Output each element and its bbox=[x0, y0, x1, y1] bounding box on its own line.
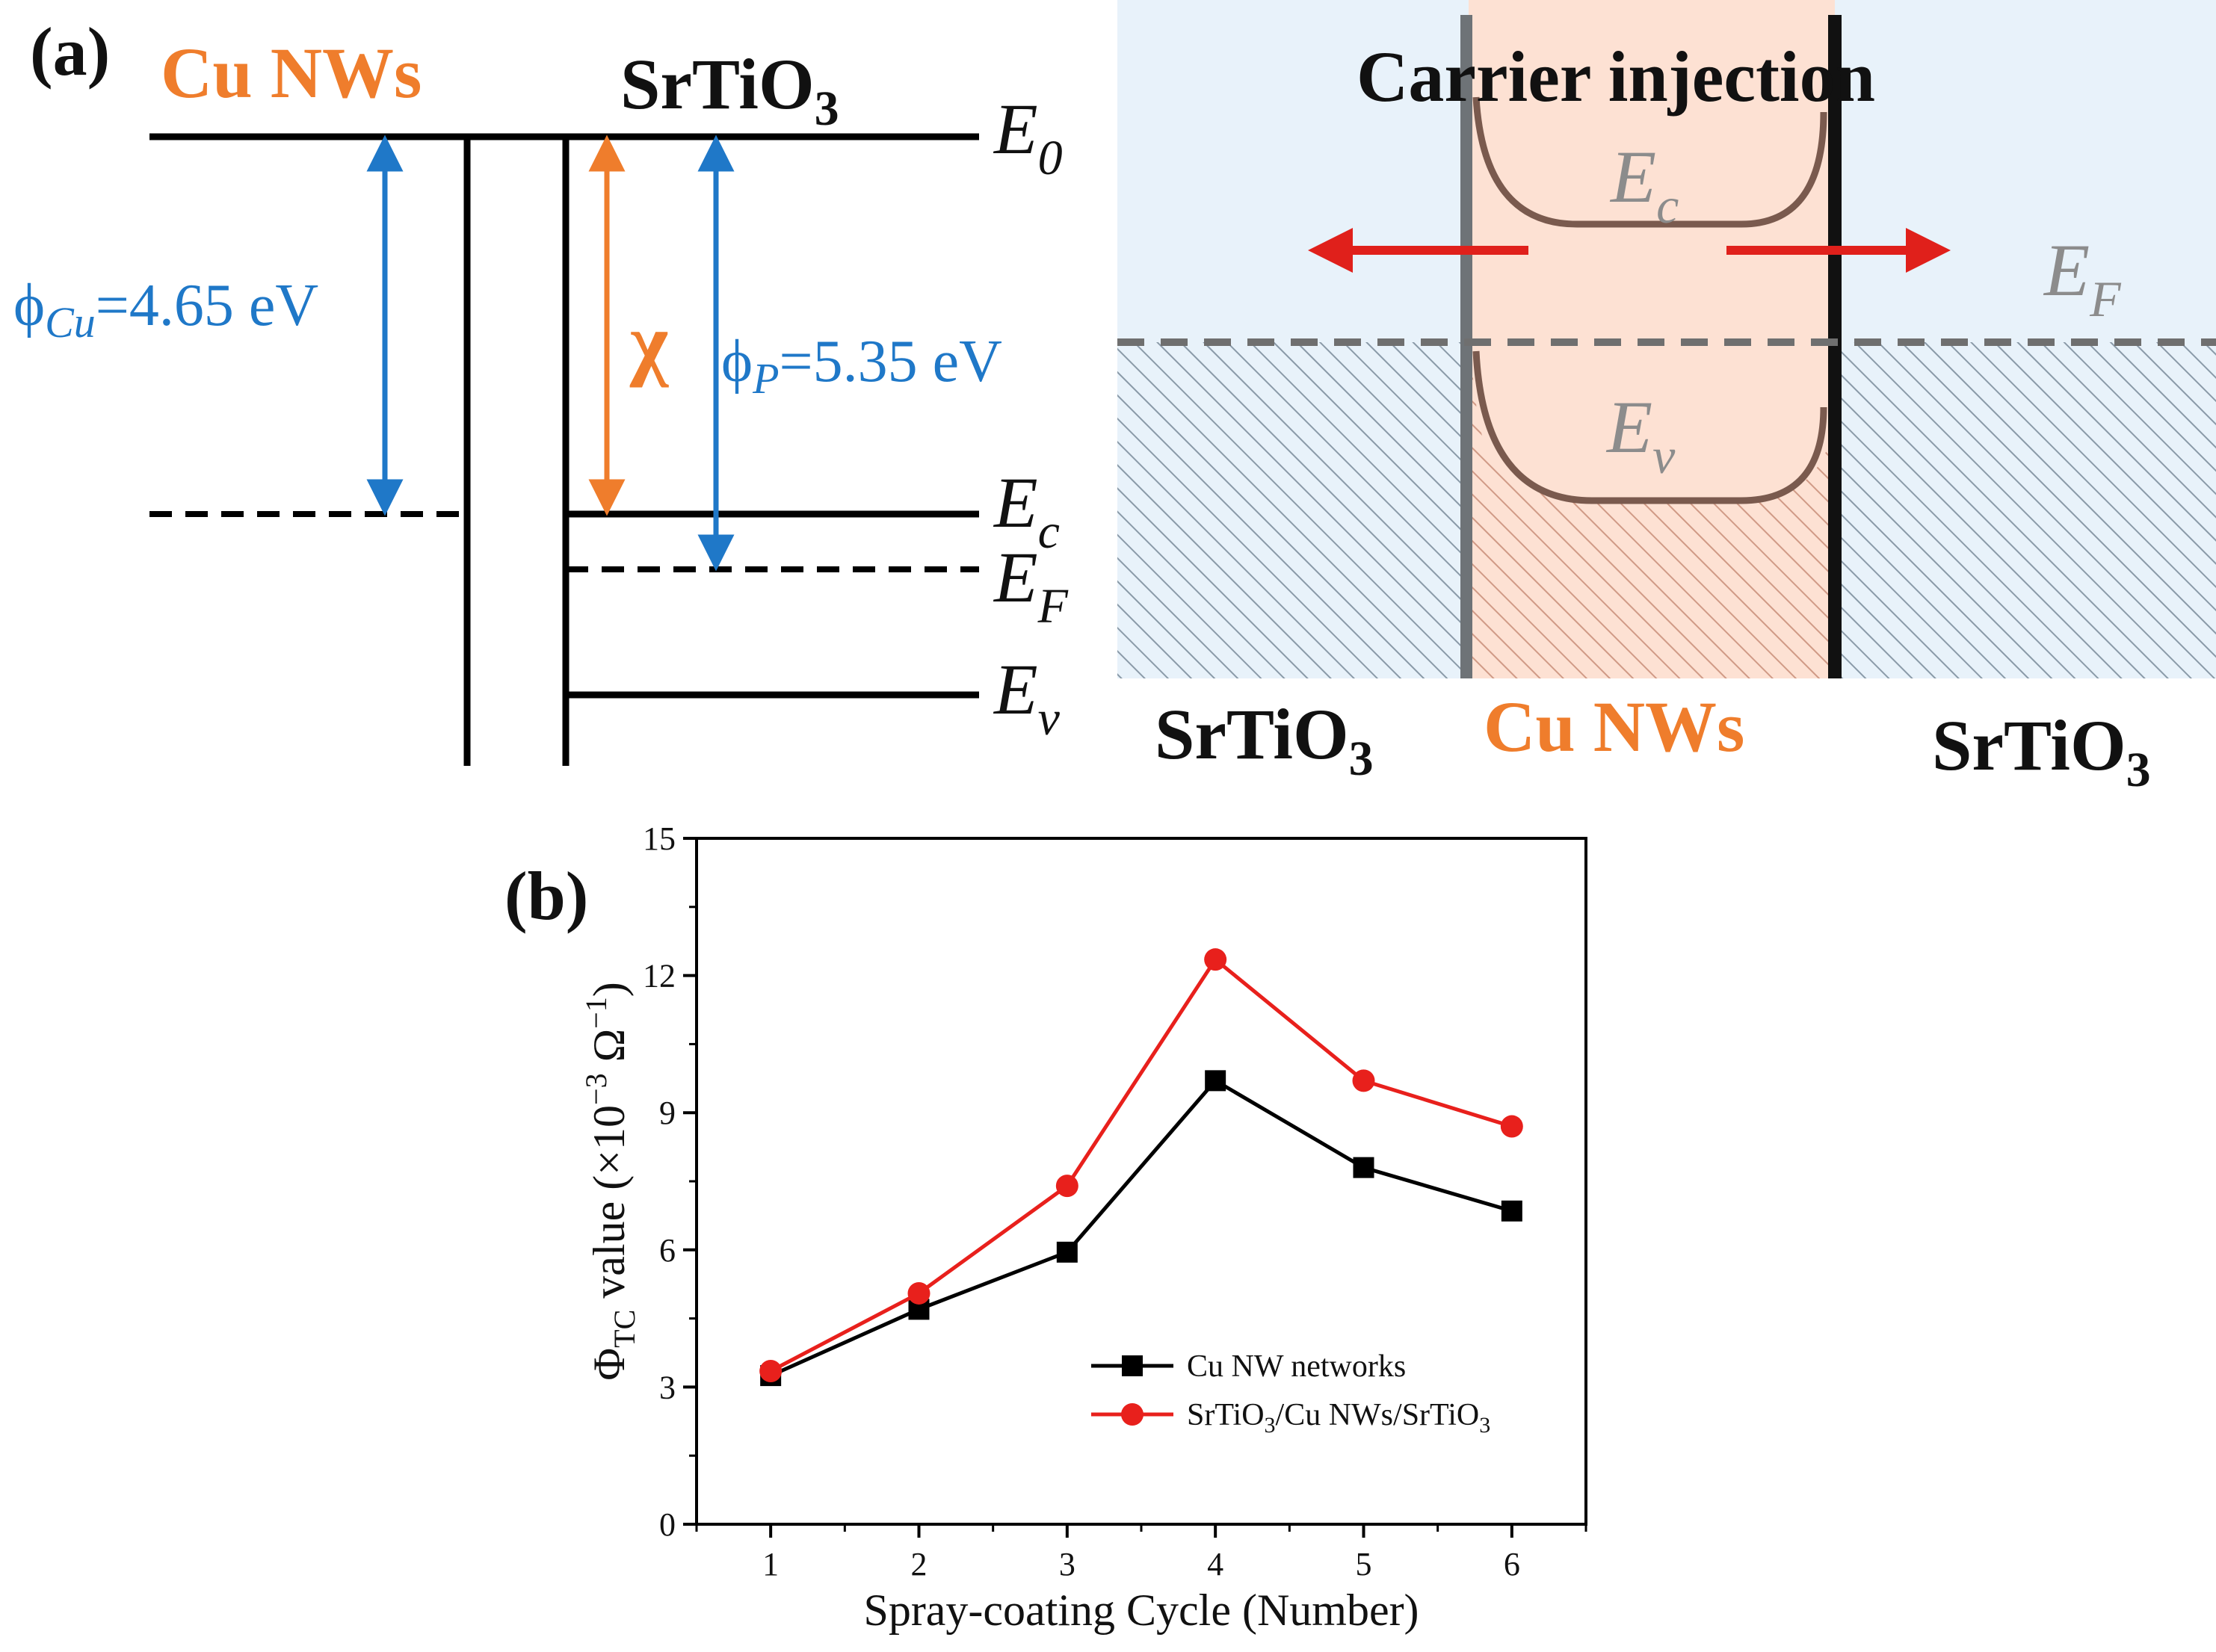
ec-band-curve bbox=[1472, 96, 1827, 228]
y-tick-label: 0 bbox=[659, 1506, 676, 1543]
panel-b-label: (b) bbox=[504, 858, 588, 934]
panel-a-left-diagram: (a) Cu NWs SrTiO3 E0 Ec EF Ev bbox=[13, 13, 1069, 766]
y-tick-label: 12 bbox=[643, 958, 676, 994]
x-tick-label: 5 bbox=[1356, 1546, 1372, 1583]
legend: Cu NW networks SrTiO3/Cu NWs/SrTiO3 bbox=[1091, 1349, 1490, 1438]
bottom-left-srtio3: SrTiO3 bbox=[1155, 694, 1374, 786]
ev-band-curve bbox=[1472, 350, 1827, 504]
ev-label: Ev bbox=[993, 649, 1061, 746]
x-tick-label: 6 bbox=[1504, 1546, 1520, 1583]
legend-marker-sto bbox=[1121, 1403, 1144, 1426]
chi-label: χ bbox=[629, 297, 669, 388]
bottom-center-cu-nws: Cu NWs bbox=[1484, 687, 1744, 767]
carrier-injection-title: Carrier injection bbox=[1357, 37, 1875, 117]
data-point-circle bbox=[907, 1281, 930, 1305]
data-point-circle bbox=[1500, 1115, 1523, 1138]
legend-label-cu-nw: Cu NW networks bbox=[1187, 1349, 1406, 1384]
e0-label: E0 bbox=[993, 89, 1063, 185]
legend-label-sto: SrTiO3/Cu NWs/SrTiO3 bbox=[1187, 1398, 1490, 1438]
bottom-right-srtio3: SrTiO3 bbox=[1932, 705, 2151, 797]
series-line-0 bbox=[770, 1078, 1513, 1378]
y-tick-label: 6 bbox=[659, 1232, 676, 1269]
y-tick-label: 9 bbox=[659, 1095, 676, 1131]
x-tick-label: 1 bbox=[762, 1546, 779, 1583]
left-sto-region-top bbox=[1117, 0, 1469, 342]
y-tick-label: 15 bbox=[643, 820, 676, 857]
x-tick-label: 2 bbox=[911, 1546, 928, 1583]
data-point-circle bbox=[1204, 948, 1227, 971]
y-tick-label: 3 bbox=[659, 1369, 676, 1405]
x-tick-label: 3 bbox=[1059, 1546, 1075, 1583]
y-axis-ticks: 0 3 6 9 12 15 bbox=[643, 820, 697, 1543]
y-axis-title: ΦTC value (×10−3 Ω−1) bbox=[579, 982, 641, 1380]
data-point-square bbox=[1056, 1241, 1078, 1263]
right-sto-hatch bbox=[1835, 342, 2216, 678]
ec-label: Ec bbox=[993, 463, 1060, 559]
panel-a-label: (a) bbox=[30, 13, 110, 90]
cu-nws-title: Cu NWs bbox=[161, 33, 422, 113]
ef-right-label: EF bbox=[2043, 229, 2122, 327]
right-sto-region-top bbox=[1835, 0, 2216, 342]
data-point-circle bbox=[759, 1359, 783, 1382]
ev-right-label: Ev bbox=[1605, 386, 1676, 484]
data-point-circle bbox=[1352, 1069, 1375, 1092]
x-axis-title: Spray-coating Cycle (Number) bbox=[863, 1586, 1419, 1635]
data-point-square bbox=[1353, 1157, 1374, 1178]
srtio3-title: SrTiO3 bbox=[620, 44, 839, 136]
panel-a-right-diagram: Carrier injection Ec EF Ev SrTiO3 Cu NWs… bbox=[1117, 0, 2216, 797]
cu-hatch bbox=[1469, 342, 1835, 678]
phi-p-label: ϕP=5.35 eV bbox=[721, 329, 1002, 403]
x-axis-ticks: 1 2 3 4 5 6 bbox=[695, 1524, 1587, 1583]
series-layer bbox=[759, 948, 1523, 1387]
x-tick-label: 4 bbox=[1207, 1546, 1223, 1583]
ef-label: EF bbox=[993, 537, 1069, 634]
data-point-square bbox=[1205, 1070, 1226, 1092]
ec-right-label: Ec bbox=[1609, 135, 1679, 234]
legend-marker-cu-nw bbox=[1122, 1355, 1143, 1376]
series-line-1 bbox=[770, 956, 1513, 1373]
data-point-circle bbox=[1055, 1175, 1078, 1198]
phi-cu-label: ϕCu=4.65 eV bbox=[13, 273, 318, 347]
left-sto-hatch bbox=[1117, 342, 1469, 678]
data-point-square bbox=[1501, 1200, 1522, 1222]
